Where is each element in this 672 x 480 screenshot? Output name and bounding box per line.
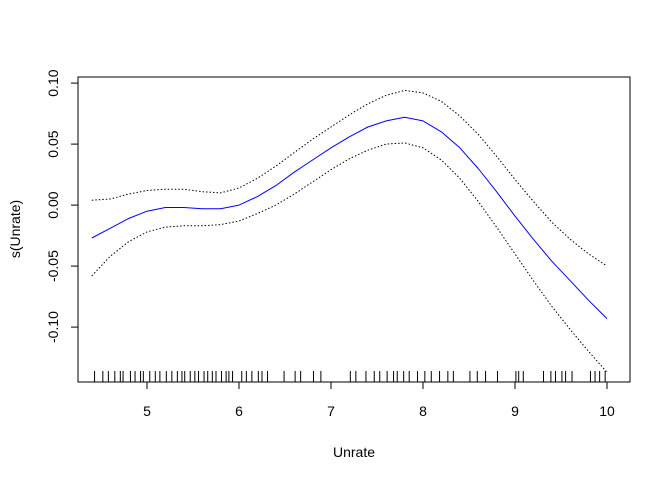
y-tick-label: 0.05 (45, 130, 61, 157)
upper-band-line (91, 89, 608, 267)
fit-line (91, 116, 608, 319)
y-axis-title: s(Unrate) (7, 200, 23, 258)
x-tick-label: 9 (511, 403, 519, 419)
x-axis: 5 6 7 8 9 10 (143, 381, 615, 419)
y-tick-label: -0.05 (45, 250, 61, 282)
y-axis: -0.10 -0.05 0.00 0.05 0.10 (45, 69, 79, 343)
x-axis-title: Unrate (333, 444, 375, 460)
x-tick-label: 8 (419, 403, 427, 419)
x-tick-label: 5 (143, 403, 151, 419)
y-tick-label: 0.10 (45, 69, 61, 96)
x-tick-label: 10 (599, 403, 615, 419)
rug-marks (94, 371, 606, 382)
y-tick-label: 0.00 (45, 191, 61, 218)
series-lines (91, 89, 608, 373)
lower-band-line (91, 142, 608, 373)
y-tick-label: -0.10 (45, 311, 61, 343)
x-tick-label: 6 (235, 403, 243, 419)
x-tick-label: 7 (327, 403, 335, 419)
plot-frame (77, 76, 631, 383)
